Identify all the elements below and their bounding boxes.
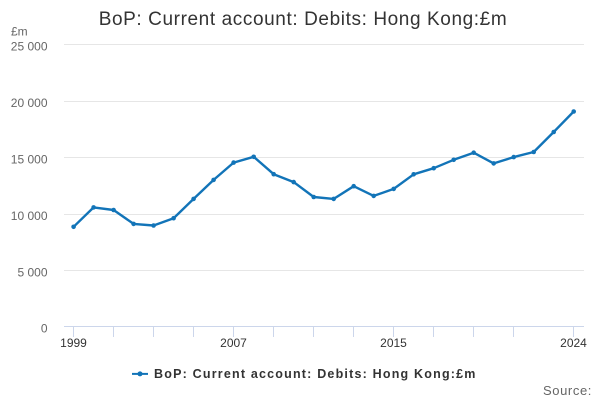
svg-text:£m: £m [11,25,28,39]
svg-text:20 000: 20 000 [11,96,48,110]
svg-text:10 000: 10 000 [11,209,48,223]
svg-text:2024: 2024 [560,336,587,350]
svg-text:1999: 1999 [60,336,87,350]
svg-text:2007: 2007 [220,336,247,350]
svg-text:5 000: 5 000 [17,266,47,280]
svg-text:BoP: Current account: Debits:: BoP: Current account: Debits: Hong Kong:… [154,367,477,381]
svg-text:2015: 2015 [380,336,407,350]
svg-text:0: 0 [41,322,48,336]
svg-text:BoP: Current account: Debits:: BoP: Current account: Debits: Hong Kong:… [99,9,508,30]
svg-text:Source:: Source: [543,383,592,398]
svg-text:25 000: 25 000 [11,40,48,54]
svg-text:15 000: 15 000 [11,153,48,167]
